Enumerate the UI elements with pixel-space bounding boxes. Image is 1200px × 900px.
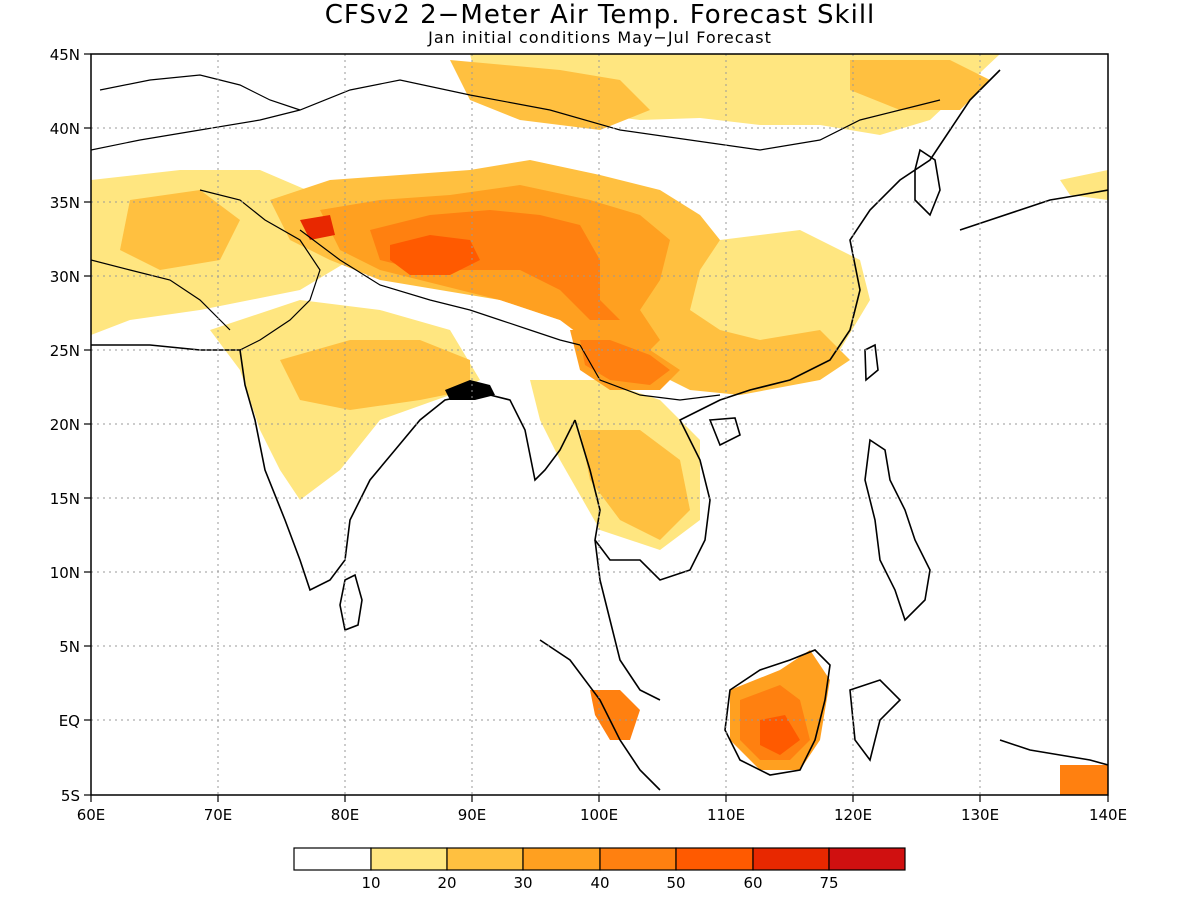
lat-label: 40N (50, 120, 80, 138)
skill-level-60-75 (300, 215, 335, 240)
coastlines (91, 69, 1108, 791)
lon-label: 110E (707, 806, 745, 824)
skill-region-korea (1060, 170, 1108, 200)
lat-label: 15N (50, 490, 80, 508)
country-borders (91, 74, 941, 401)
skill-region-iran (120, 190, 240, 270)
border-china-north (91, 79, 941, 151)
coast-borneo (724, 649, 831, 776)
lon-label: 120E (834, 806, 872, 824)
coast-arabia-india (91, 344, 576, 592)
colorbar-swatch (293, 847, 372, 871)
lon-label: 140E (1089, 806, 1127, 824)
coast-sumatra (539, 639, 661, 791)
skill-region-sumatra (590, 690, 640, 740)
skill-region-yunnan (580, 340, 670, 385)
colorbar-label: 10 (361, 874, 380, 892)
coast-hainan (708, 417, 741, 447)
skill-region-new-guinea (1060, 765, 1108, 795)
lon-labels: 60E 70E 80E 90E 100E 110E 120E 130E 140E (77, 806, 1127, 824)
lat-label: 25N (50, 342, 80, 360)
lat-label: 5S (61, 787, 80, 805)
coast-korea (914, 148, 941, 217)
border-pakistan (199, 189, 321, 351)
coast-japan (959, 189, 1108, 231)
lat-label: EQ (59, 712, 80, 730)
lat-label: 45N (50, 46, 80, 64)
border-himalaya (299, 229, 581, 346)
coast-malay (594, 539, 661, 701)
coast-sulawesi (849, 679, 902, 762)
colorbar-label: 30 (513, 874, 532, 892)
skill-region-borneo-peak (760, 715, 800, 755)
colorbar-swatch (370, 847, 448, 871)
border-iran (91, 259, 231, 331)
lat-labels: 45N 40N 35N 30N 25N 20N 15N 10N 5N EQ 5S (50, 46, 80, 805)
colorbar-swatches (293, 847, 906, 871)
colorbar-label: 40 (590, 874, 609, 892)
lon-label: 90E (458, 806, 487, 824)
bangladesh-delta (445, 380, 495, 400)
lat-label: 30N (50, 268, 80, 286)
coast-srilanka (339, 573, 363, 632)
colorbar: 10 20 30 40 50 60 75 (293, 847, 906, 892)
lon-label: 70E (204, 806, 233, 824)
skill-region-peak-small (300, 215, 335, 240)
lon-label: 100E (580, 806, 618, 824)
skill-level-50-60 (390, 235, 800, 755)
skill-region-manchuria (850, 60, 990, 110)
skill-field (91, 54, 1108, 795)
border-china-south (579, 344, 721, 401)
lon-label: 60E (77, 806, 106, 824)
lat-label: 20N (50, 416, 80, 434)
colorbar-swatch (752, 847, 830, 871)
colorbar-swatch (675, 847, 754, 871)
coast-philippines (864, 438, 931, 622)
map-title: CFSv2 2−Meter Air Temp. Forecast Skill (324, 0, 876, 30)
border-central-asia (99, 74, 301, 111)
skill-region-mongolia (450, 60, 650, 130)
skill-region-india-north (280, 340, 470, 410)
lat-label: 10N (50, 564, 80, 582)
coast-indochina (574, 69, 1001, 581)
lon-label: 80E (331, 806, 360, 824)
lat-axis (84, 53, 91, 796)
colorbar-swatch (522, 847, 601, 871)
colorbar-label: 75 (819, 874, 838, 892)
lat-label: 35N (50, 194, 80, 212)
coast-taiwan (864, 343, 879, 382)
colorbar-swatch (828, 847, 906, 871)
colorbar-labels: 10 20 30 40 50 60 75 (361, 874, 838, 892)
lat-label: 5N (59, 638, 80, 656)
lon-axis (90, 795, 1109, 802)
skill-region-tibet-peak (390, 235, 480, 275)
colorbar-swatch (446, 847, 524, 871)
colorbar-label: 50 (666, 874, 685, 892)
colorbar-swatch (599, 847, 677, 871)
lon-label: 130E (961, 806, 999, 824)
colorbar-label: 20 (437, 874, 456, 892)
colorbar-label: 60 (743, 874, 762, 892)
map-subtitle: Jan initial conditions May−Jul Forecast (428, 28, 772, 47)
skill-region-thailand (580, 430, 690, 540)
coast-new-guinea (999, 739, 1108, 766)
map-gridlines (91, 54, 1108, 795)
